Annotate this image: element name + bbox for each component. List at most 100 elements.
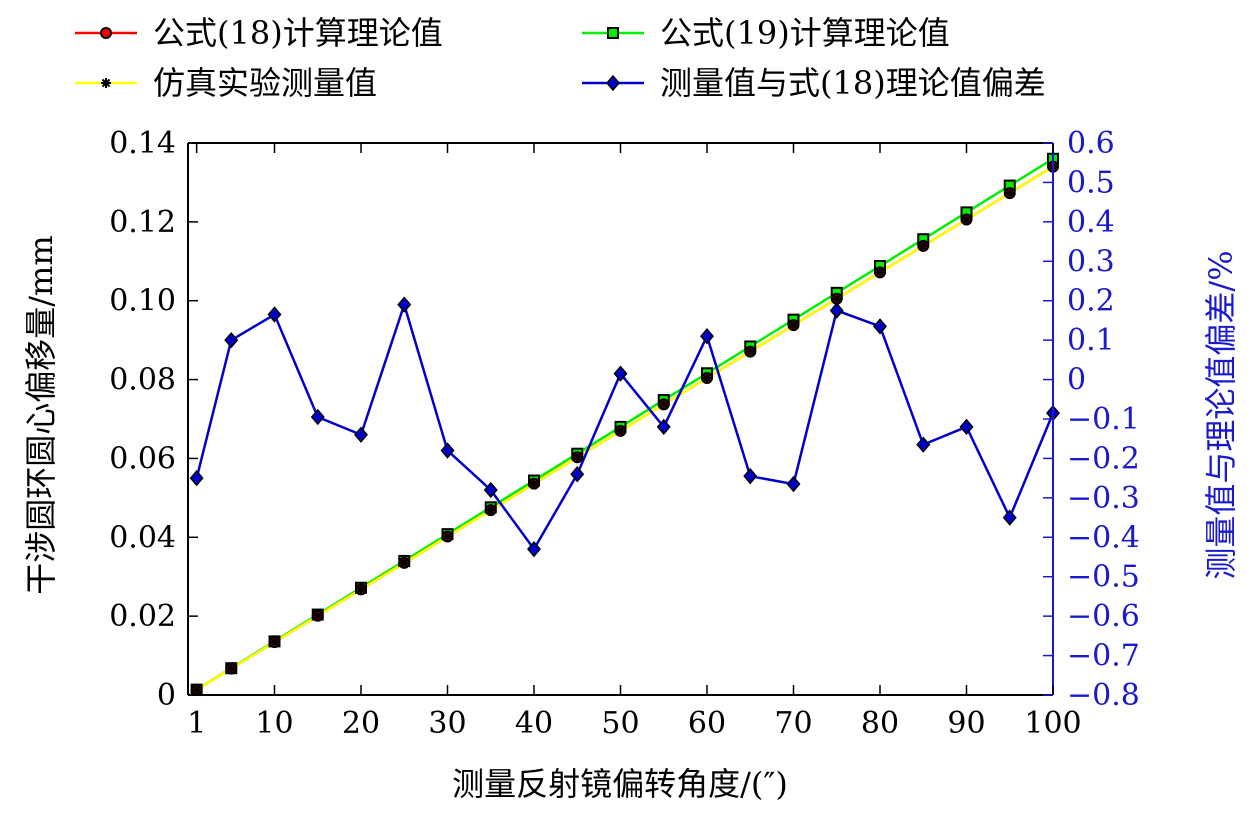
series-3-point — [829, 302, 844, 319]
series-2-point-stroke — [616, 426, 625, 436]
series-3-point — [786, 475, 801, 493]
series-3-point — [354, 426, 368, 443]
series-2-point — [658, 399, 669, 410]
legend-marker-0 — [100, 27, 112, 39]
y-right-tick-label: 0.4 — [1067, 205, 1115, 240]
y-right-tick-label: −0.2 — [1067, 441, 1140, 476]
x-tick-label: 80 — [861, 706, 899, 741]
series-2-point — [356, 584, 366, 595]
series-3-point — [397, 296, 412, 313]
series-2-point-stroke — [962, 215, 971, 224]
series-3-point — [310, 408, 325, 426]
series-2-point — [745, 346, 756, 357]
y-right-tick-label: −0.5 — [1067, 560, 1140, 595]
x-tick-label: 30 — [428, 706, 466, 741]
x-tick-label: 50 — [601, 706, 639, 741]
series-2-point-stroke — [659, 400, 668, 409]
x-axis-label: 测量反射镜偏转角度/(″) — [452, 765, 788, 803]
series-3-point — [440, 442, 455, 459]
series-3-point — [700, 328, 714, 345]
y-axis-right-label: 测量值与理论值偏差/% — [1202, 250, 1240, 579]
series-2-point — [529, 478, 539, 489]
series-3-point — [189, 469, 204, 487]
series-3-point — [570, 466, 585, 483]
y-left-tick-label: 0.12 — [109, 205, 176, 240]
series-2-point — [269, 637, 280, 648]
legend-marker-2 — [101, 78, 111, 88]
series-3-point — [224, 331, 239, 349]
series-3-point — [916, 436, 931, 453]
series-2-point — [961, 214, 972, 225]
legend-marker-2-stroke — [101, 78, 111, 88]
series-3-point — [483, 481, 498, 499]
series-2-point-stroke — [270, 637, 279, 647]
y-left-tick-label: 0.02 — [109, 599, 176, 634]
legend-label-1: 公式(19)计算理论值 — [660, 14, 950, 52]
series-3-point — [527, 540, 541, 558]
y-right-tick-label: 0.6 — [1067, 126, 1115, 161]
y-left-tick-label: 0.04 — [109, 520, 176, 555]
series-2-point — [312, 610, 323, 621]
y-right-tick-label: 0 — [1067, 363, 1086, 398]
series-2-point — [918, 240, 929, 251]
series-2-point — [572, 452, 583, 463]
series-2-point-stroke — [832, 294, 841, 303]
series-2-point-stroke — [702, 373, 712, 383]
series-2-point — [615, 425, 626, 436]
series-2-point-stroke — [400, 558, 409, 568]
y-left-tick-label: 0.08 — [109, 363, 176, 398]
series-2-point — [702, 372, 712, 383]
x-tick-label: 1 — [187, 706, 206, 741]
series-3-point — [743, 468, 758, 485]
legend-marker-3 — [606, 74, 620, 92]
y-right-tick-label: 0.1 — [1067, 323, 1115, 358]
y-left-tick-label: 0 — [157, 678, 176, 713]
series-2-point-stroke — [1005, 188, 1014, 198]
y-right-tick-label: −0.1 — [1067, 402, 1140, 437]
series-2-point-stroke — [746, 347, 755, 356]
series-2-point — [226, 663, 237, 674]
y-left-tick-label: 0.14 — [109, 126, 176, 161]
series-2-point-stroke — [875, 268, 885, 277]
plot-area — [189, 152, 1060, 696]
series-2-point-stroke — [789, 320, 798, 330]
series-3-point — [613, 365, 628, 382]
y-right-tick-label: 0.2 — [1067, 284, 1115, 319]
y-right-tick-label: 0.5 — [1067, 165, 1115, 200]
y-right-tick-label: −0.6 — [1067, 599, 1140, 634]
series-2-point-stroke — [227, 664, 236, 673]
series-3-point — [656, 418, 671, 436]
series-2-point-stroke — [486, 505, 495, 515]
x-tick-label: 20 — [342, 706, 380, 741]
series-2-point-stroke — [313, 611, 322, 620]
y-right-tick-label: −0.7 — [1067, 639, 1140, 674]
series-2-point-stroke — [529, 479, 539, 488]
x-tick-label: 70 — [774, 706, 812, 741]
y-right-tick-label: −0.3 — [1067, 481, 1140, 516]
y-right-tick-label: −0.4 — [1067, 520, 1140, 555]
series-3-point — [959, 418, 974, 436]
legend-label-3: 测量值与式(18)理论值偏差 — [660, 64, 1046, 102]
y-right-tick-label: −0.8 — [1067, 678, 1140, 713]
series-2-point-stroke — [356, 585, 366, 594]
x-tick-label: 90 — [947, 706, 985, 741]
x-tick-label: 10 — [255, 706, 293, 741]
series-2-point — [485, 505, 496, 516]
series-2-point — [788, 320, 799, 331]
x-tick-label: 40 — [515, 706, 553, 741]
y-left-tick-label: 0.10 — [109, 284, 176, 319]
y-axis-left-label: 干涉圆环圆心偏移量/mm — [22, 235, 60, 594]
legend-marker-1 — [607, 27, 619, 39]
series-2-point-stroke — [443, 532, 452, 541]
series-2-point — [399, 557, 410, 568]
legend-label-0: 公式(18)计算理论值 — [153, 14, 443, 52]
series-2-point — [1004, 188, 1015, 199]
series-3-point — [267, 306, 282, 323]
series-3-point — [1002, 509, 1017, 526]
axes: 1 10 20 30 40 50 60 70 80 90 100 0 0.02 0.04 0.06 0.08 0… — [109, 126, 1140, 741]
y-right-tick-label: 0.3 — [1067, 244, 1115, 279]
series-2-point — [442, 531, 453, 542]
x-tick-label: 60 — [688, 706, 726, 741]
